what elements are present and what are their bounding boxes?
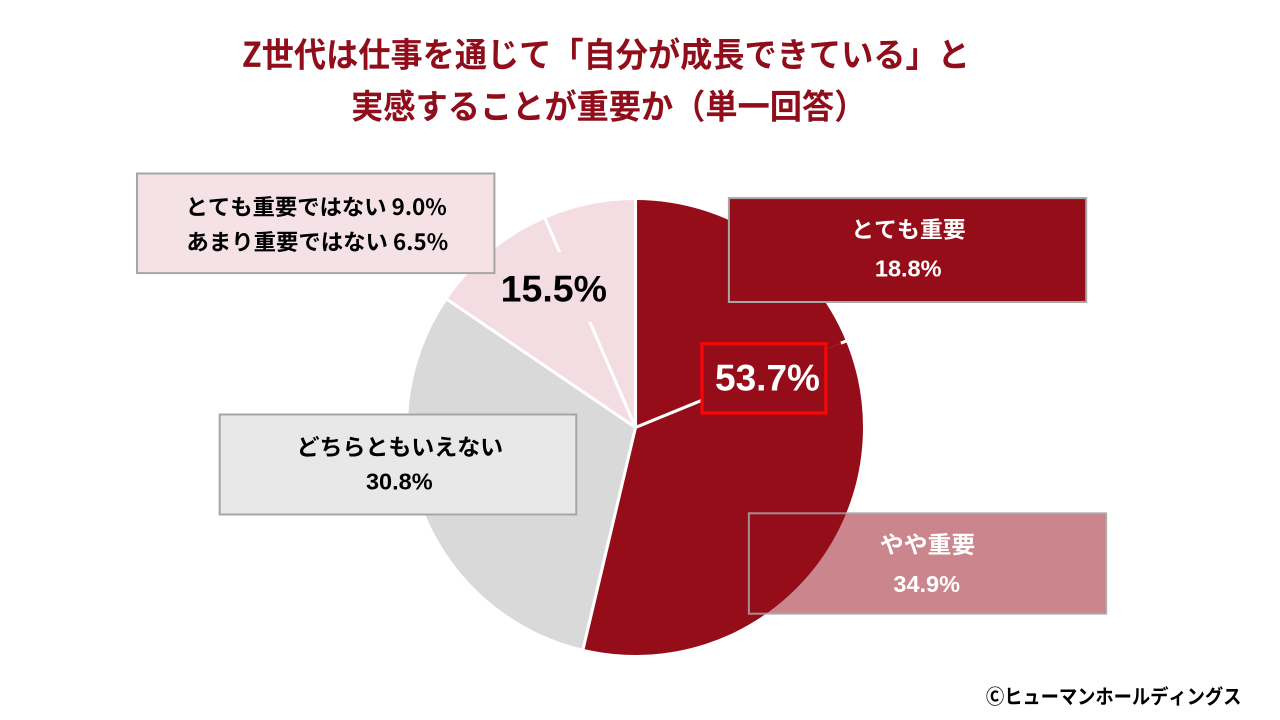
svg-text:18.8%: 18.8% bbox=[875, 255, 942, 281]
svg-text:30.8%: 30.8% bbox=[366, 468, 433, 494]
svg-text:15.5%: 15.5% bbox=[501, 267, 607, 309]
svg-text:34.9%: 34.9% bbox=[893, 571, 960, 597]
svg-text:53.7%: 53.7% bbox=[715, 358, 820, 399]
